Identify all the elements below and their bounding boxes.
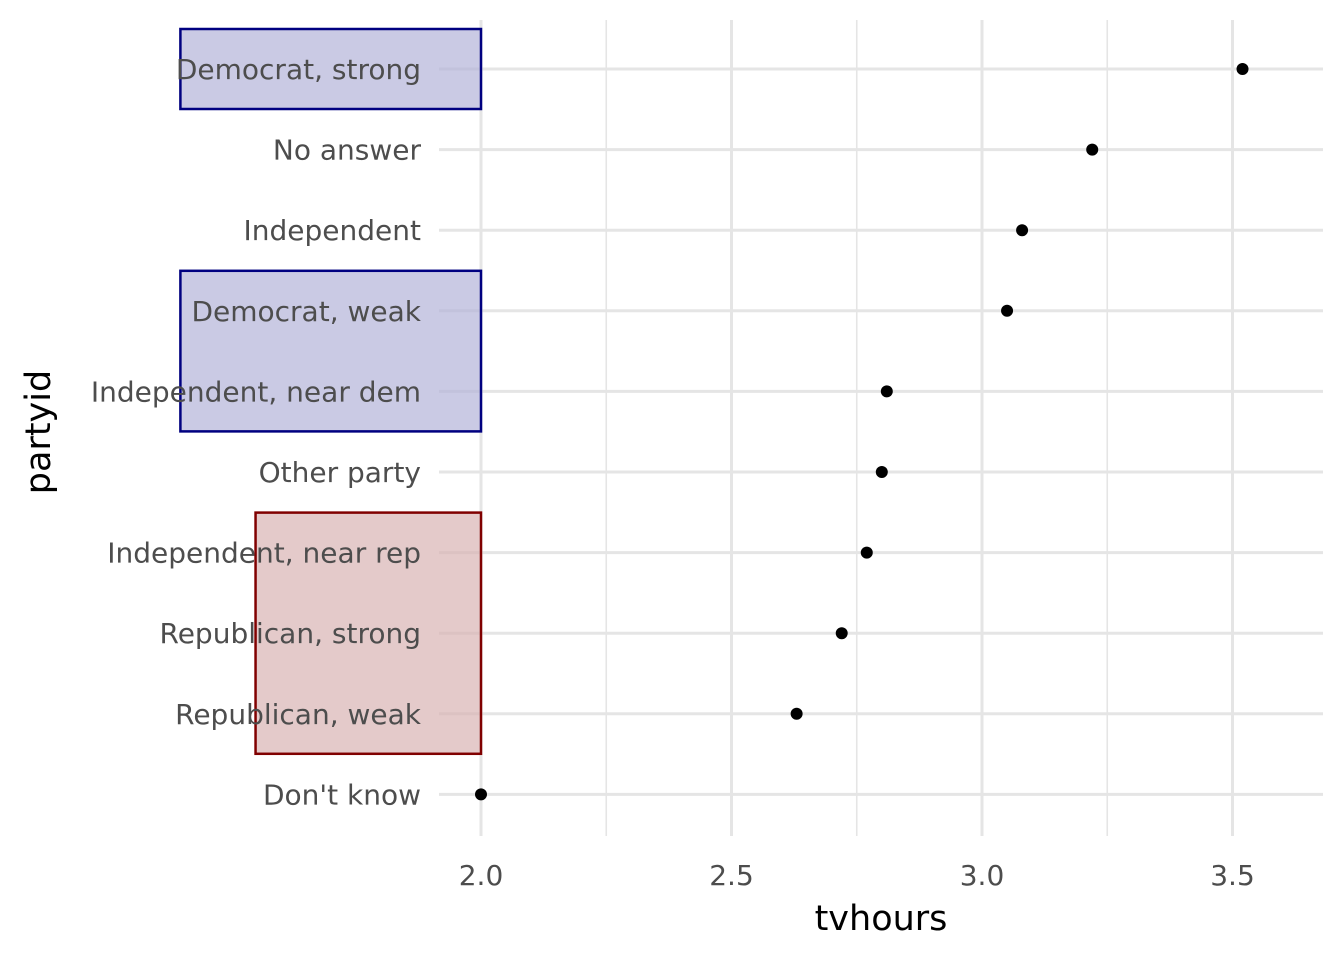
data-point <box>475 788 487 801</box>
data-point <box>1236 63 1249 75</box>
major-gridlines <box>439 20 1323 836</box>
y-tick-label: Democrat, strong <box>176 53 421 86</box>
x-tick-label: 3.0 <box>960 859 1005 892</box>
data-point <box>1016 224 1029 237</box>
data-point <box>1086 143 1099 156</box>
data-point <box>835 627 848 640</box>
x-axis-title: tvhours <box>815 899 948 939</box>
y-tick-label: Independent, near rep <box>107 537 421 570</box>
minor-gridlines <box>605 20 1109 836</box>
y-tick-label: Other party <box>259 456 421 489</box>
x-axis-tick-labels: 2.0 2.5 3.0 3.5 <box>459 859 1255 892</box>
highlight-band-democrat <box>179 269 483 433</box>
data-point <box>860 546 873 559</box>
y-tick-label: Independent, near dem <box>91 375 421 408</box>
y-axis-title: partyid <box>19 370 59 494</box>
highlight-band-democrat <box>179 27 483 111</box>
data-point <box>790 707 803 720</box>
data-point <box>880 385 893 398</box>
y-axis-tick-labels: Democrat, strong No answer Independent Demo… <box>91 53 422 811</box>
y-tick-label: Democrat, weak <box>191 295 421 328</box>
highlight-bands <box>179 27 483 756</box>
x-tick-label: 2.0 <box>459 859 504 892</box>
y-tick-label: Republican, weak <box>175 698 422 731</box>
y-tick-label: No answer <box>273 134 422 167</box>
y-tick-label: Independent <box>244 214 421 247</box>
data-point <box>1001 304 1014 317</box>
y-tick-label: Don't know <box>263 778 421 811</box>
data-point <box>875 466 888 478</box>
x-tick-label: 3.5 <box>1210 859 1255 892</box>
highlight-band-republican <box>254 511 483 756</box>
x-tick-label: 2.5 <box>709 859 754 892</box>
data-points <box>475 63 1249 801</box>
y-tick-label: Republican, strong <box>160 617 422 650</box>
